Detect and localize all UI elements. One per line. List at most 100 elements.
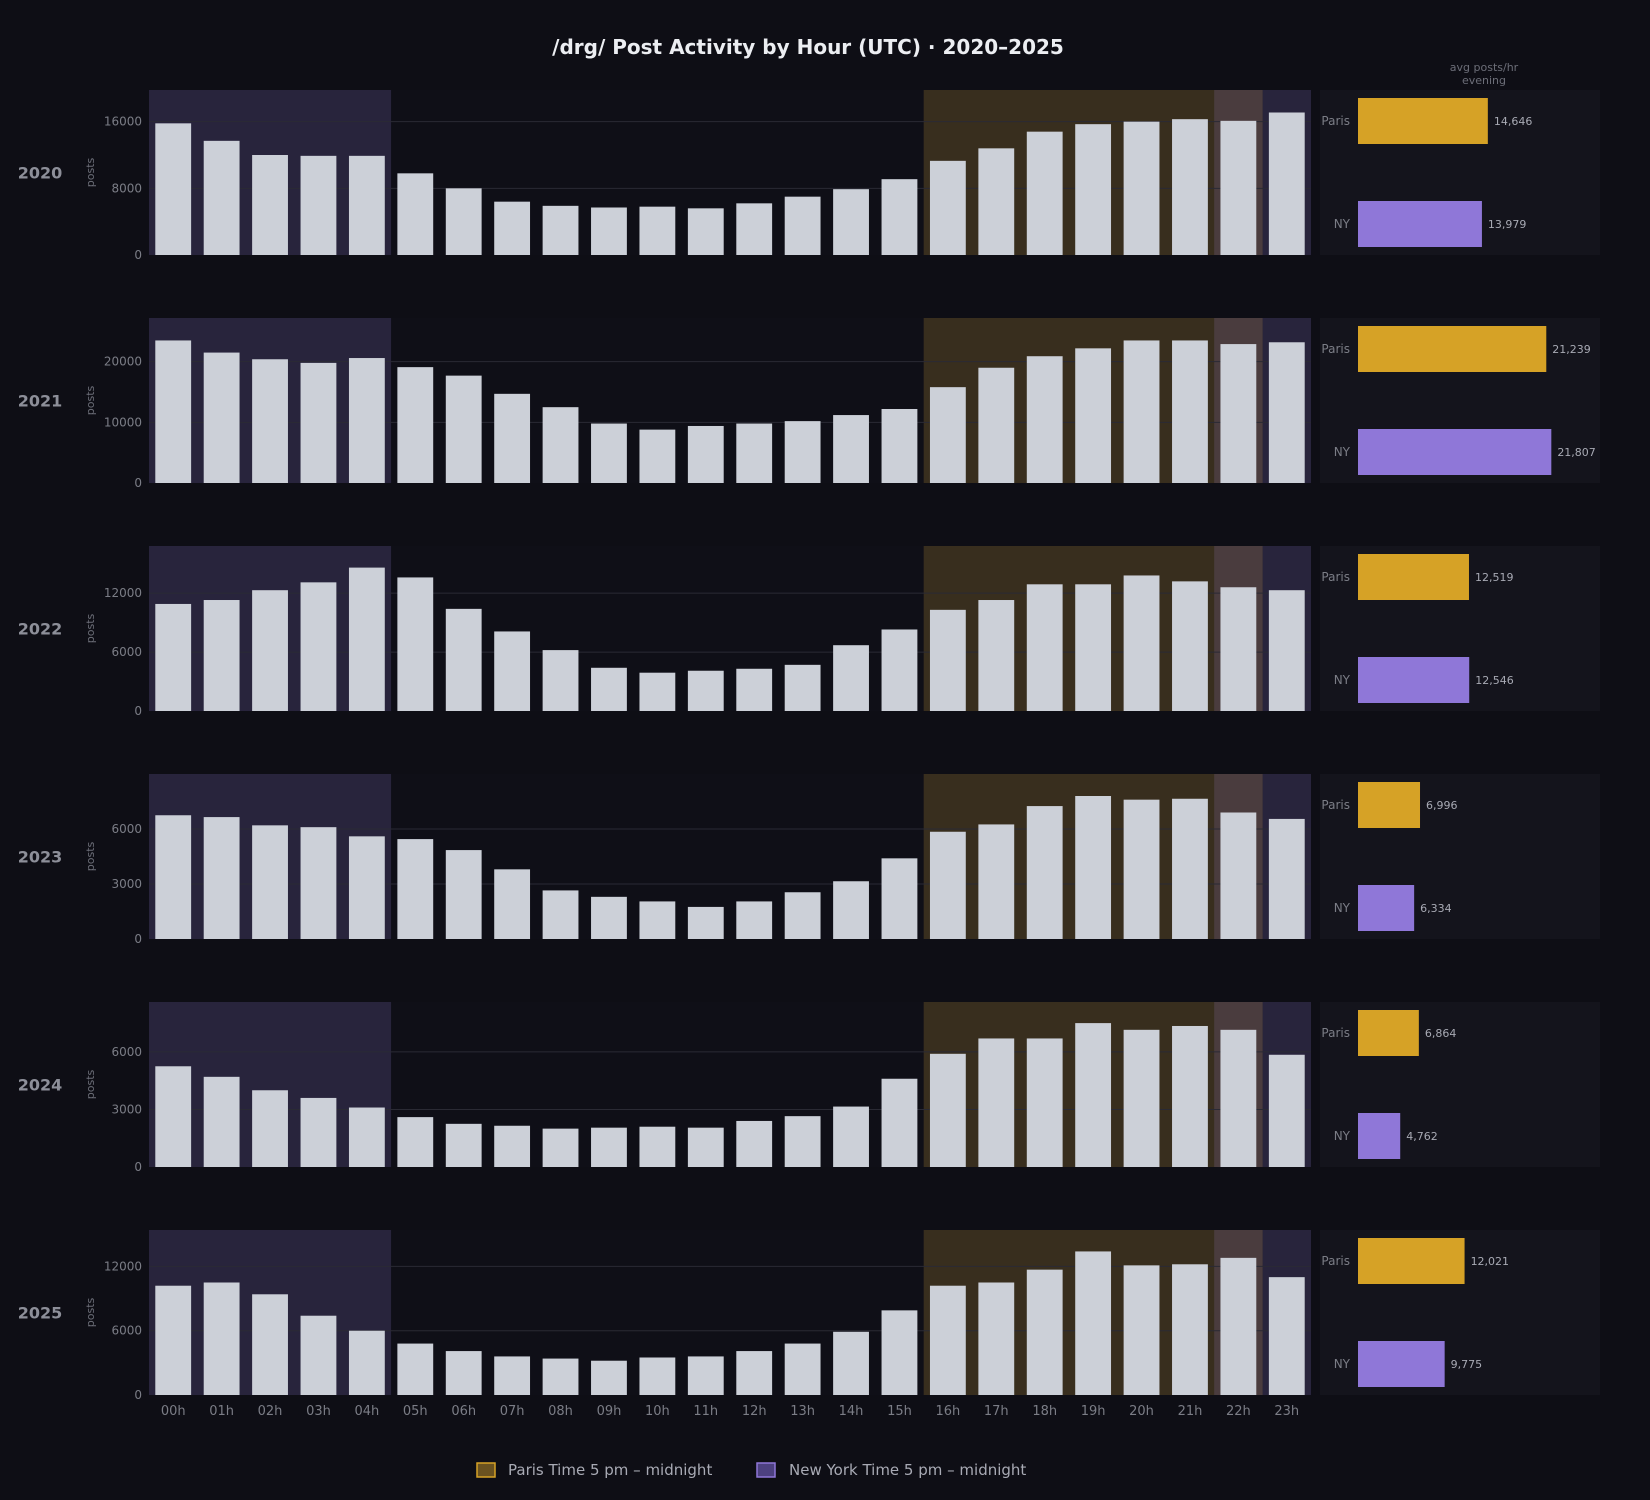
bar-03h	[300, 827, 337, 939]
avg-label-paris: Paris	[1321, 114, 1350, 128]
bar-01h	[203, 1076, 240, 1167]
bar-22h	[1220, 812, 1257, 939]
x-tick-label: 21h	[1178, 1404, 1203, 1419]
panel-year-label: 2022	[18, 620, 63, 639]
avg-value-label: 12,546	[1475, 674, 1514, 687]
y-tick-label: 0	[134, 1388, 142, 1402]
y-tick-label: 6000	[111, 1324, 142, 1338]
avg-bar-ny	[1358, 885, 1415, 931]
avg-label-ny: NY	[1334, 217, 1351, 231]
bar-06h	[445, 850, 482, 939]
bar-07h	[494, 631, 531, 711]
y-axis-label: posts	[84, 1297, 97, 1327]
bar-01h	[203, 140, 240, 255]
avg-value-label: 21,807	[1557, 446, 1596, 459]
avg-bar-ny	[1358, 201, 1482, 247]
x-tick-label: 13h	[790, 1404, 815, 1419]
avg-label-ny: NY	[1334, 901, 1351, 915]
x-tick-label: 05h	[403, 1404, 428, 1419]
bar-09h	[591, 1127, 627, 1167]
panel-year-label: 2021	[18, 392, 63, 411]
avg-bar-ny	[1358, 1113, 1401, 1159]
avg-bar-paris	[1358, 782, 1421, 828]
bar-17h	[978, 148, 1015, 255]
x-tick-label: 20h	[1129, 1404, 1154, 1419]
bar-12h	[736, 1351, 773, 1395]
panel-2022: 0 6000 12000 2022 posts Paris 12,519 NY 12,546	[18, 546, 1600, 718]
bar-14h	[833, 189, 869, 255]
avg-label-ny: NY	[1334, 1357, 1351, 1371]
bar-15h	[881, 1078, 918, 1167]
bar-13h	[784, 664, 821, 711]
bar-08h	[542, 650, 579, 711]
bar-03h	[300, 362, 337, 483]
bar-21h	[1172, 340, 1208, 483]
legend-label-paris: Paris Time 5 pm – midnight	[508, 1461, 712, 1479]
avg-value-label: 14,646	[1494, 115, 1533, 128]
bar-06h	[445, 1351, 482, 1395]
chart-title: /drg/ Post Activity by Hour (UTC) · 2020…	[552, 35, 1064, 59]
bar-15h	[881, 858, 918, 939]
bar-21h	[1172, 1025, 1208, 1167]
bar-06h	[445, 1123, 482, 1167]
bar-05h	[397, 1343, 434, 1395]
bar-21h	[1172, 119, 1208, 256]
bar-06h	[445, 375, 482, 483]
bar-22h	[1220, 344, 1257, 483]
bar-20h	[1123, 1029, 1160, 1167]
bar-19h	[1075, 1023, 1112, 1167]
bar-02h	[252, 590, 288, 711]
x-tick-label: 00h	[161, 1404, 186, 1419]
avg-bar-paris	[1358, 1010, 1419, 1056]
x-tick-label: 03h	[306, 1404, 331, 1419]
bar-15h	[881, 629, 918, 711]
bar-18h	[1026, 806, 1063, 939]
avg-value-label: 6,334	[1420, 902, 1452, 915]
x-tick-label: 11h	[693, 1404, 718, 1419]
bar-16h	[929, 387, 966, 483]
x-tick-label: 17h	[984, 1404, 1009, 1419]
bar-20h	[1123, 340, 1160, 483]
y-tick-label: 6000	[111, 645, 142, 659]
bar-13h	[784, 196, 821, 255]
y-tick-label: 10000	[104, 415, 142, 429]
x-tick-label: 10h	[645, 1404, 670, 1419]
y-axis-label: posts	[84, 1069, 97, 1099]
bar-09h	[591, 667, 627, 711]
bar-19h	[1075, 124, 1112, 256]
x-tick-label: 15h	[887, 1404, 912, 1419]
y-tick-label: 0	[134, 932, 142, 946]
bar-08h	[542, 1128, 579, 1167]
bar-10h	[639, 206, 676, 255]
y-tick-label: 16000	[104, 115, 142, 129]
y-axis-label: posts	[84, 385, 97, 415]
bar-06h	[445, 608, 482, 711]
avg-bar-paris	[1358, 326, 1547, 372]
avg-label-paris: Paris	[1321, 570, 1350, 584]
bar-23h	[1268, 590, 1305, 711]
bar-09h	[591, 207, 627, 255]
bar-21h	[1172, 798, 1208, 939]
bar-15h	[881, 179, 918, 255]
avg-label-ny: NY	[1334, 445, 1351, 459]
bar-23h	[1268, 1054, 1305, 1167]
avg-bar-paris	[1358, 1238, 1465, 1284]
y-axis-label: posts	[84, 613, 97, 643]
bar-14h	[833, 881, 869, 939]
bar-23h	[1268, 818, 1305, 939]
bar-07h	[494, 1356, 531, 1395]
bar-14h	[833, 415, 869, 483]
x-tick-label: 06h	[451, 1404, 476, 1419]
bar-04h	[348, 1107, 385, 1167]
y-tick-label: 0	[134, 704, 142, 718]
bar-07h	[494, 869, 531, 939]
panel-2024: 0 3000 6000 2024 posts Paris 6,864 NY 4,762	[18, 1002, 1600, 1174]
x-tick-label: 19h	[1081, 1404, 1106, 1419]
bar-17h	[978, 1282, 1015, 1395]
x-tick-label: 14h	[839, 1404, 864, 1419]
bar-20h	[1123, 575, 1160, 711]
avg-bar-ny	[1358, 429, 1552, 475]
avg-bar-paris	[1358, 98, 1488, 144]
avg-value-label: 12,021	[1471, 1255, 1510, 1268]
bar-00h	[155, 603, 192, 711]
